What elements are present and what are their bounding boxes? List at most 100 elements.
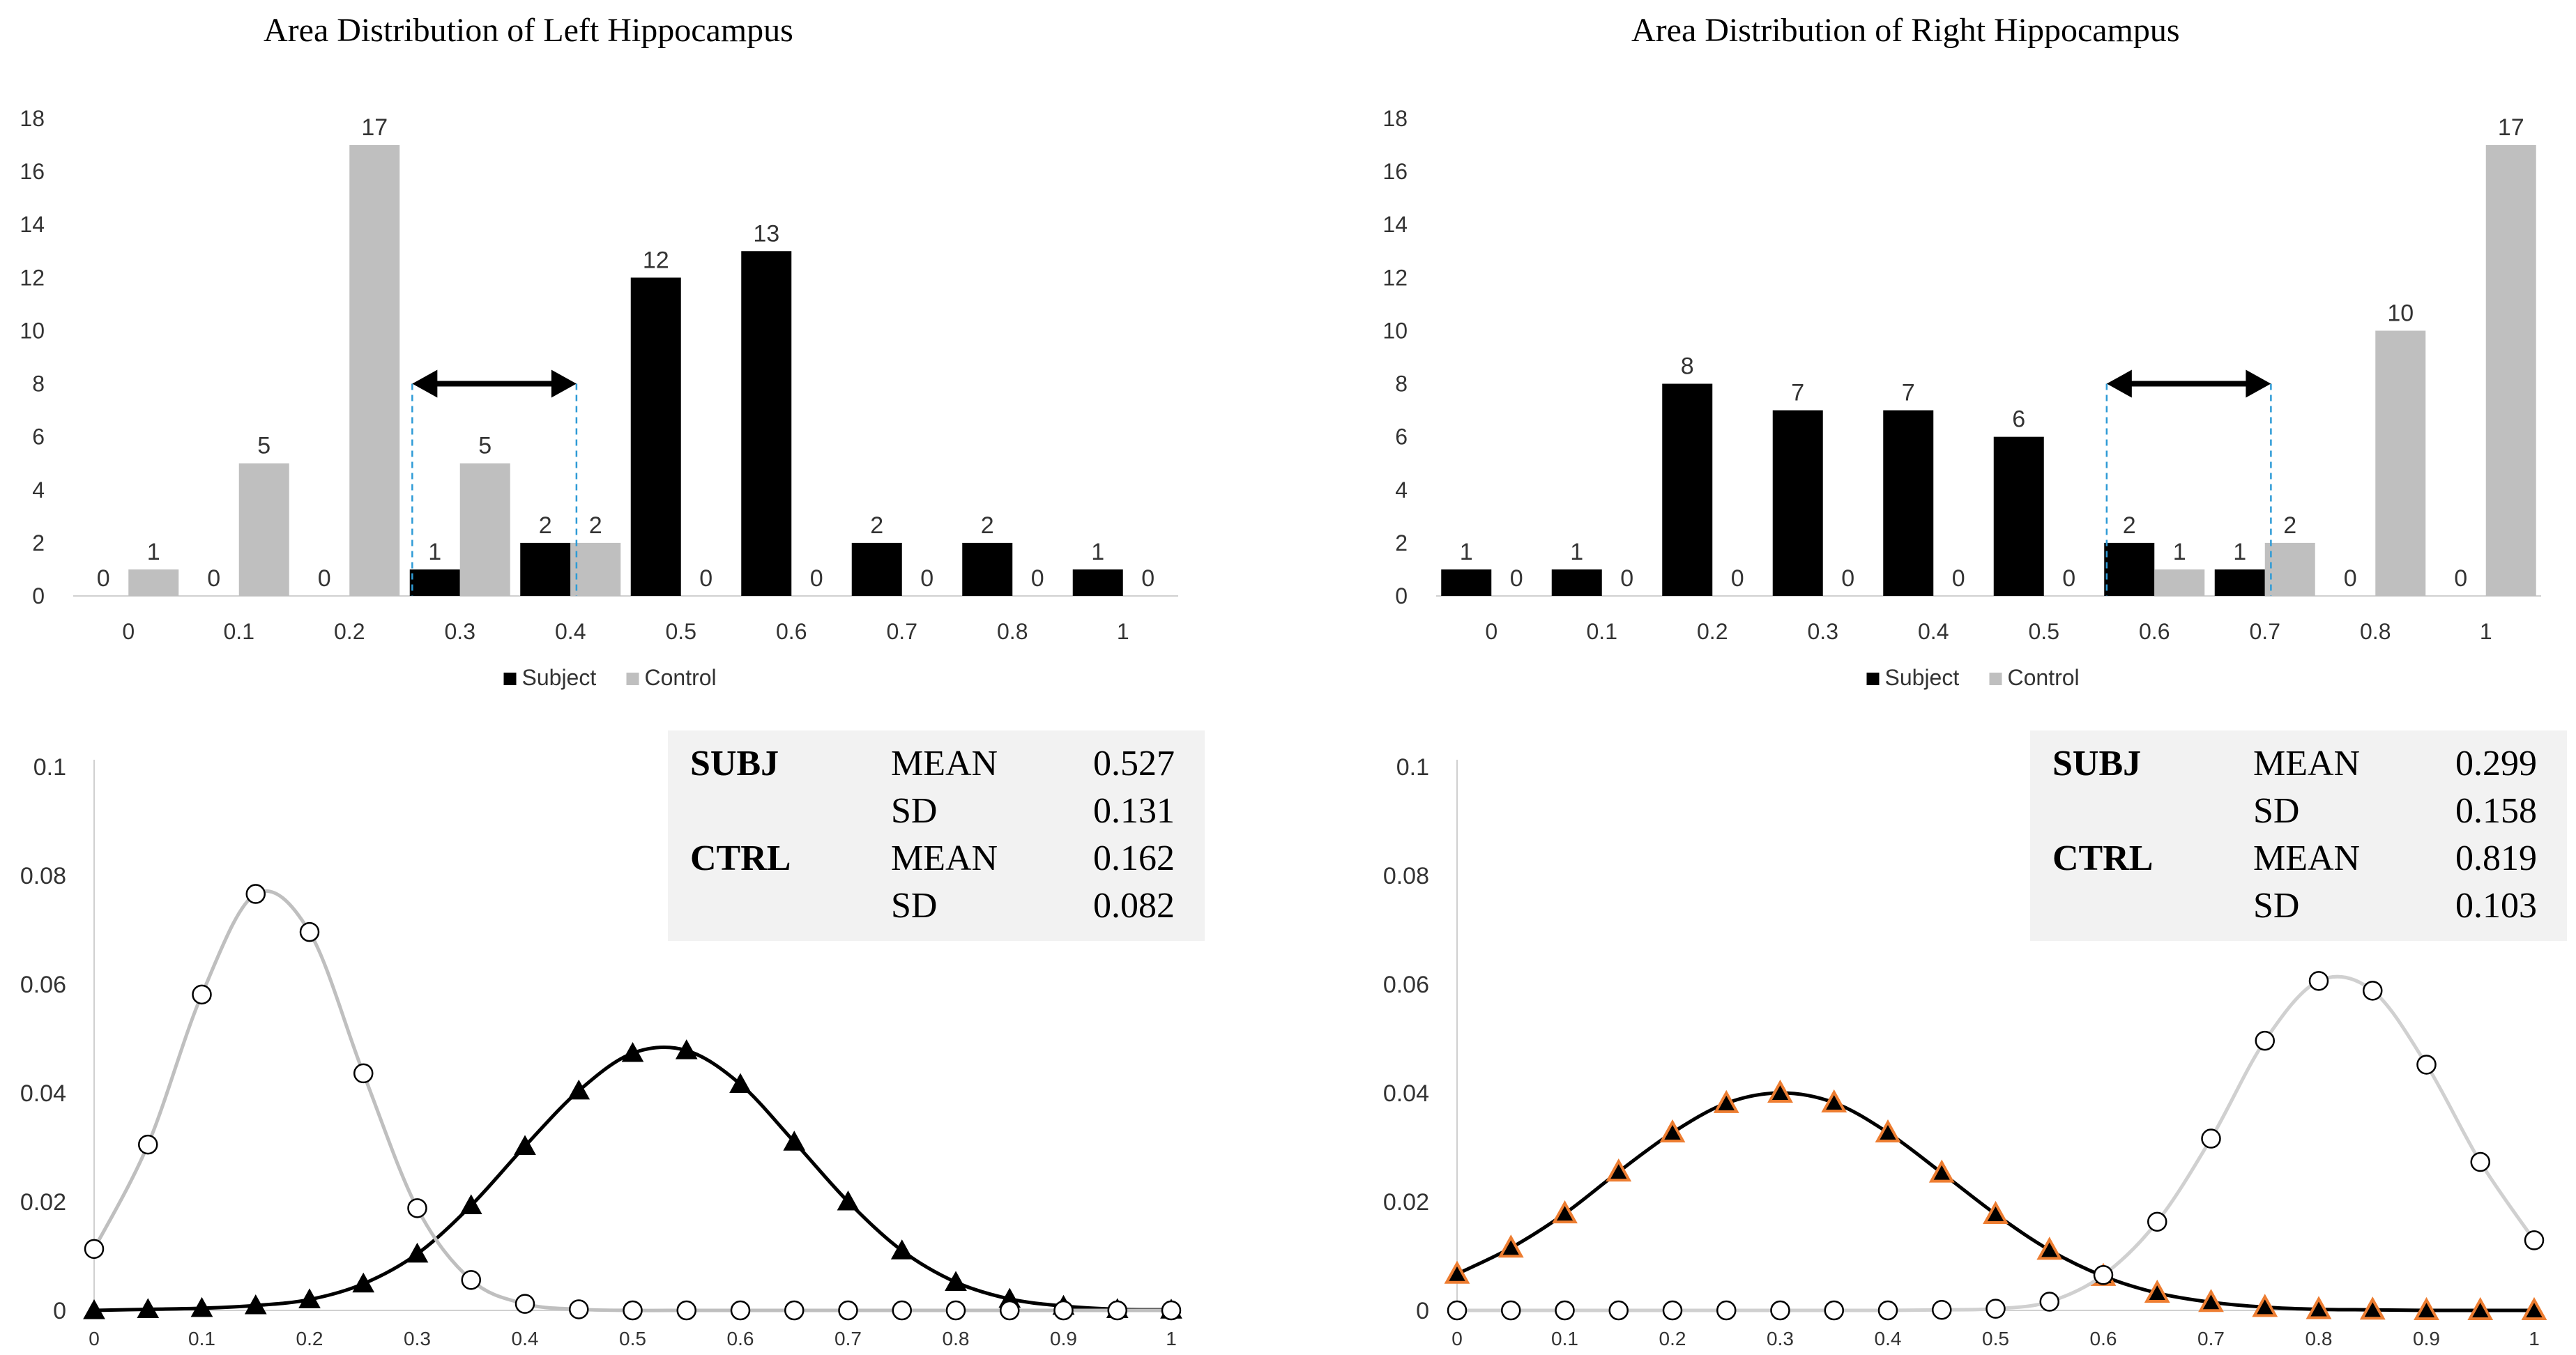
y-tick-label: 10 — [20, 318, 45, 343]
x-tick-label: 0.6 — [2090, 1328, 2117, 1349]
subject-bar — [741, 251, 792, 596]
x-tick-label: 0.2 — [296, 1328, 323, 1349]
stats-stat-label: MEAN — [891, 839, 998, 878]
data-label: 5 — [257, 433, 270, 459]
ctrl-marker — [784, 1300, 805, 1321]
x-tick-label: 0.4 — [1918, 619, 1949, 644]
ctrl-marker — [2308, 971, 2329, 991]
data-label: 0 — [1620, 565, 1633, 592]
subj-marker — [1659, 1119, 1686, 1142]
data-label: 2 — [870, 512, 883, 539]
y-tick-label: 12 — [20, 265, 45, 290]
x-tick-label: 0 — [122, 619, 135, 644]
subject-bar — [962, 542, 1013, 596]
ctrl-marker — [2416, 1055, 2437, 1075]
x-tick-label: 0.5 — [1982, 1328, 2009, 1349]
ctrl-marker — [1555, 1300, 1575, 1321]
subj-marker — [2144, 1279, 2170, 1303]
y-tick-label: 4 — [1395, 477, 1408, 503]
x-tick-label: 0.7 — [2197, 1328, 2225, 1349]
subj-marker — [675, 1039, 698, 1059]
ctrl-marker — [1986, 1299, 2006, 1319]
stats-group-label: SUBJ — [690, 744, 779, 783]
ctrl-marker — [245, 884, 266, 904]
x-tick-label: 0.8 — [943, 1328, 970, 1349]
subj-marker — [2359, 1296, 2386, 1320]
ctrl-marker — [1161, 1300, 1182, 1321]
ctrl-marker — [192, 984, 212, 1005]
ctrl-marker — [1107, 1300, 1127, 1321]
stats-stat-label: MEAN — [2253, 744, 2361, 783]
stats-value: 0.158 — [2455, 791, 2537, 831]
ctrl-marker — [461, 1270, 481, 1290]
subj-marker — [2036, 1237, 2063, 1260]
data-label: 0 — [318, 565, 331, 592]
y-tick-label: 0 — [32, 583, 45, 608]
ctrl-marker — [569, 1299, 589, 1319]
data-label: 0 — [810, 565, 823, 592]
stats-value: 0.527 — [1093, 744, 1175, 783]
subject-bar — [1772, 410, 1823, 596]
subj-marker — [621, 1042, 644, 1062]
stats-value: 0.103 — [2455, 886, 2537, 926]
ctrl-marker — [676, 1300, 696, 1321]
legend-swatch-subject — [503, 673, 517, 685]
ctrl-marker — [2147, 1211, 2167, 1232]
stats-stat-label: SD — [2253, 791, 2300, 831]
range-arrow-head — [551, 369, 577, 398]
y-tick-label: 16 — [20, 159, 45, 184]
legend-swatch-control — [1989, 673, 2002, 685]
ctrl-marker — [892, 1300, 912, 1321]
x-tick-label: 1 — [1117, 619, 1129, 644]
y-tick-label: 4 — [32, 477, 45, 503]
x-tick-label: 0.8 — [2306, 1328, 2333, 1349]
legend-swatch-control — [626, 673, 639, 685]
data-label: 2 — [981, 512, 994, 539]
subj-marker — [1497, 1234, 1524, 1258]
subject-bar — [1441, 569, 1492, 596]
data-label: 0 — [97, 565, 110, 592]
ctrl-marker — [1770, 1300, 1790, 1321]
subject-bar — [409, 569, 460, 596]
x-tick-label: 0.1 — [1551, 1328, 1578, 1349]
x-tick-label: 0.1 — [1587, 619, 1617, 644]
y-tick-label: 18 — [1382, 106, 1408, 131]
subj-marker — [298, 1288, 321, 1308]
data-label: 1 — [2233, 539, 2246, 565]
range-arrow-head — [2246, 369, 2271, 398]
data-label: 5 — [478, 433, 491, 459]
control-bar — [2485, 145, 2536, 597]
control-bar — [2154, 569, 2205, 596]
y-tick-label: 2 — [1395, 530, 1408, 556]
data-label: 0 — [2454, 565, 2467, 592]
ctrl-marker — [1877, 1300, 1898, 1321]
ctrl-marker — [1053, 1300, 1074, 1321]
data-label: 13 — [753, 220, 779, 247]
data-label: 7 — [1791, 380, 1804, 406]
subj-marker — [137, 1298, 160, 1318]
x-tick-label: 0.3 — [445, 619, 475, 644]
y-tick-label: 0.06 — [1383, 972, 1429, 998]
ctrl-marker — [2093, 1265, 2114, 1285]
subj-marker — [2467, 1296, 2494, 1320]
control-bar — [238, 463, 289, 596]
stats-group-label: CTRL — [2052, 839, 2154, 878]
ctrl-marker — [515, 1294, 535, 1314]
ctrl-marker — [1608, 1300, 1629, 1321]
data-label: 0 — [1031, 565, 1044, 592]
data-label: 0 — [1841, 565, 1854, 592]
x-tick-label: 0.5 — [2029, 619, 2059, 644]
data-label: 0 — [2062, 565, 2075, 592]
legend-label-control: Control — [645, 665, 717, 690]
x-tick-label: 0.7 — [834, 1328, 862, 1349]
data-label: 1 — [1570, 539, 1583, 565]
y-tick-label: 2 — [32, 530, 45, 556]
x-tick-label: 0.2 — [1697, 619, 1728, 644]
control-bar — [2264, 542, 2315, 596]
x-tick-label: 0.2 — [334, 619, 365, 644]
distribution-chart-right: 0 0.02 0.04 0.06 0.08 0.1 0 0.1 0.2 0.3 0.4 0.5 0.6 0… — [1383, 754, 2547, 1349]
x-tick-label: 1 — [2480, 619, 2492, 644]
ctrl-marker — [1662, 1300, 1683, 1321]
subject-bar — [851, 542, 902, 596]
x-tick-label: 0 — [1485, 619, 1497, 644]
